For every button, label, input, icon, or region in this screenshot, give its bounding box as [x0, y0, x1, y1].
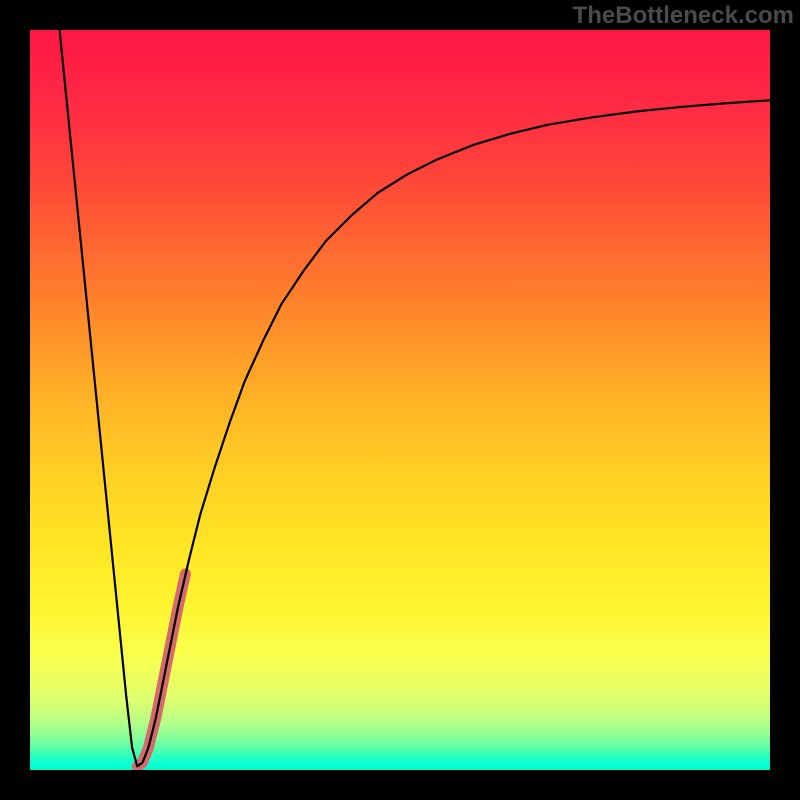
- plot-area: [30, 30, 770, 770]
- watermark-text: TheBottleneck.com: [573, 2, 794, 30]
- chart-frame: TheBottleneck.com: [0, 0, 800, 800]
- curve-layer: [30, 30, 770, 770]
